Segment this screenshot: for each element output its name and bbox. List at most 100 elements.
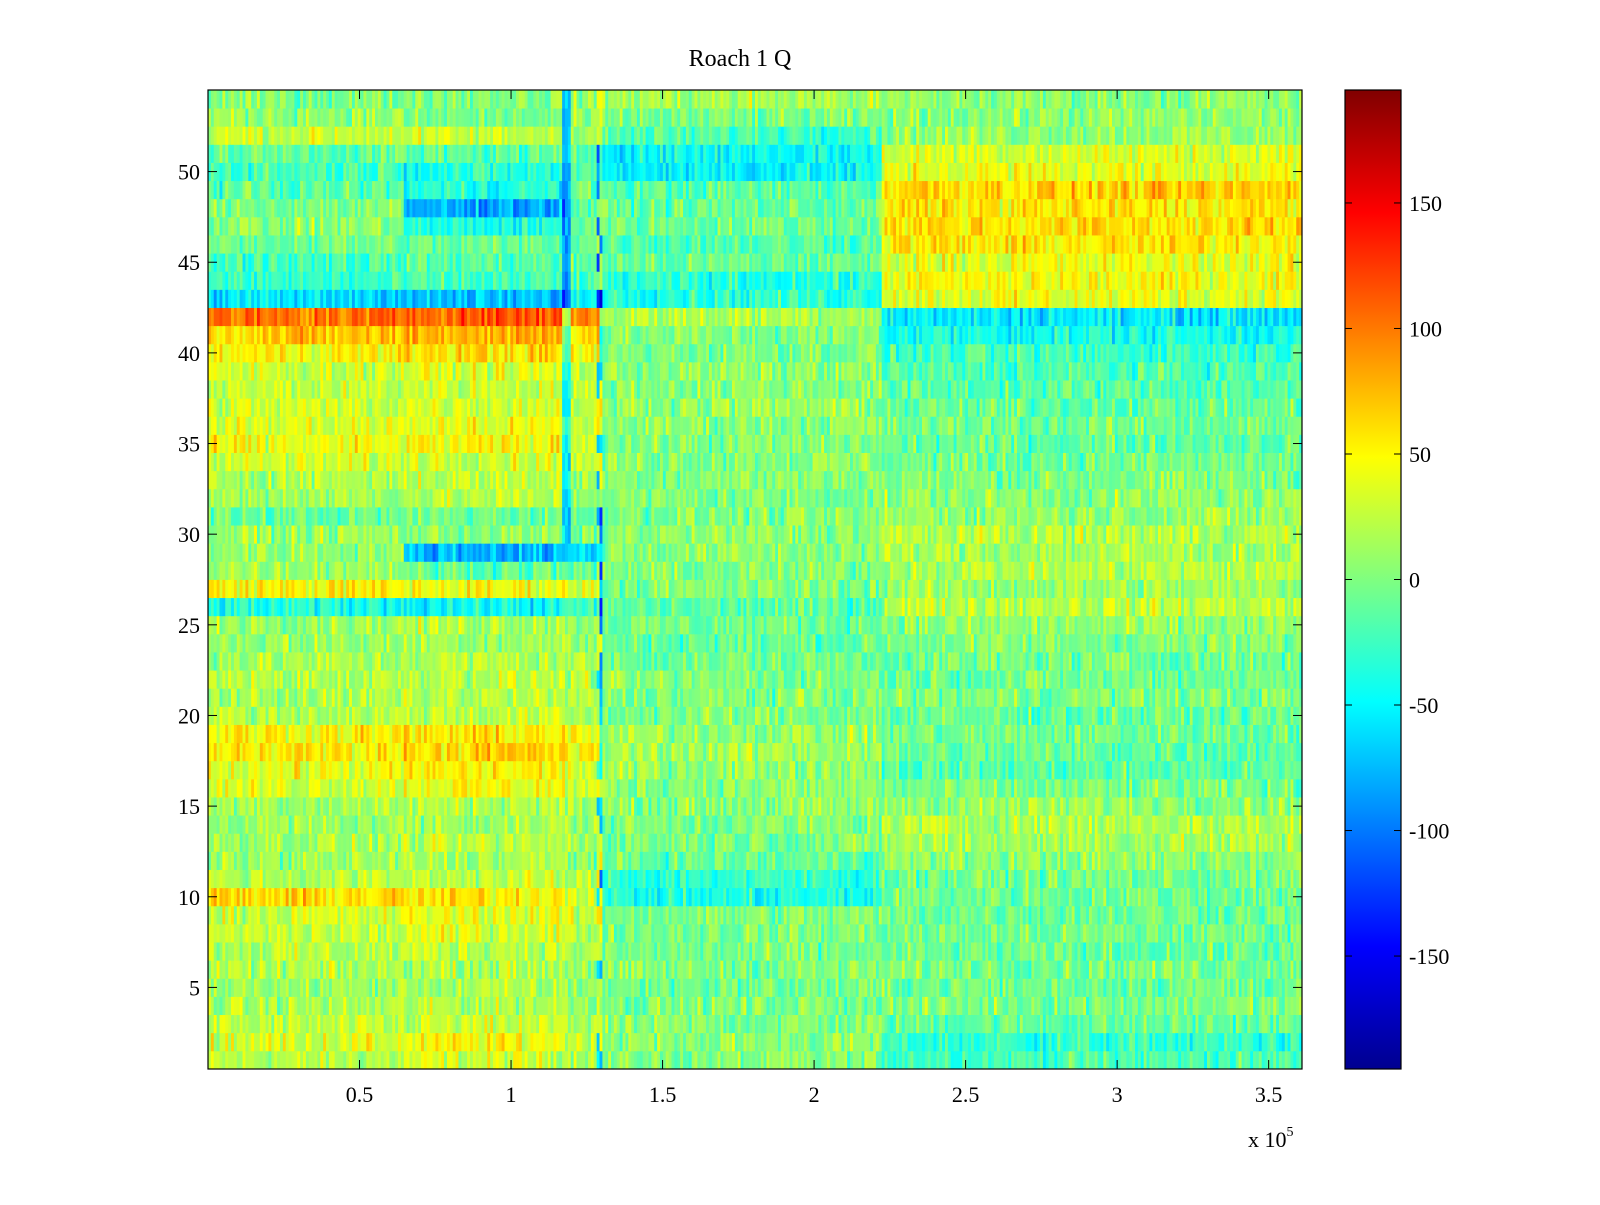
heatmap-cell <box>1282 851 1285 870</box>
heatmap-cell <box>729 906 732 925</box>
heatmap-cell <box>830 870 833 889</box>
heatmap-cell <box>913 906 916 925</box>
heatmap-cell <box>1267 978 1270 997</box>
heatmap-cell <box>424 851 427 870</box>
heatmap-cell <box>577 870 580 889</box>
heatmap-cell <box>677 996 680 1015</box>
heatmap-cell <box>355 960 358 979</box>
heatmap-cell <box>735 1033 738 1052</box>
heatmap-cell <box>410 1051 413 1070</box>
heatmap-cell <box>568 1033 571 1052</box>
heatmap-cell <box>683 906 686 925</box>
heatmap-cell <box>1072 1051 1075 1070</box>
heatmap-cell <box>715 888 718 907</box>
heatmap-cell <box>1213 1015 1216 1034</box>
heatmap-cell <box>1158 833 1161 852</box>
heatmap-cell <box>936 870 939 889</box>
heatmap-cell <box>1014 1051 1017 1070</box>
heatmap-cell <box>951 1051 954 1070</box>
heatmap-cell <box>1285 942 1288 961</box>
heatmap-cell <box>769 1033 772 1052</box>
heatmap-cell <box>470 996 473 1015</box>
heatmap-cell <box>651 851 654 870</box>
heatmap-cell <box>1060 833 1063 852</box>
heatmap-cell <box>1230 851 1233 870</box>
heatmap-cell <box>389 851 392 870</box>
heatmap-cell <box>715 996 718 1015</box>
heatmap-cell <box>1282 1015 1285 1034</box>
heatmap-cell <box>1265 1051 1268 1070</box>
heatmap-cell <box>1029 978 1032 997</box>
heatmap-cell <box>332 888 335 907</box>
heatmap-cell <box>1201 851 1204 870</box>
heatmap-cell <box>1147 906 1150 925</box>
heatmap-cell <box>464 906 467 925</box>
heatmap-cell <box>1219 833 1222 852</box>
heatmap-cell <box>821 1015 824 1034</box>
heatmap-cell <box>579 996 582 1015</box>
heatmap-cell <box>458 888 461 907</box>
heatmap-cell <box>574 978 577 997</box>
heatmap-cell <box>640 996 643 1015</box>
heatmap-cell <box>743 1051 746 1070</box>
heatmap-cell <box>1147 833 1150 852</box>
heatmap-cell <box>441 1033 444 1052</box>
heatmap-cell <box>222 1015 225 1034</box>
heatmap-cell <box>222 815 225 834</box>
heatmap-cell <box>355 942 358 961</box>
heatmap-cell <box>424 870 427 889</box>
heatmap-cell <box>450 833 453 852</box>
heatmap-cell <box>565 924 568 943</box>
heatmap-cell <box>625 833 628 852</box>
heatmap-cell <box>1040 960 1043 979</box>
heatmap-cell <box>922 906 925 925</box>
heatmap-cell <box>893 906 896 925</box>
heatmap-cell <box>798 978 801 997</box>
heatmap-cell <box>686 906 689 925</box>
heatmap-cell <box>729 942 732 961</box>
heatmap-cell <box>965 960 968 979</box>
heatmap-cell <box>1089 924 1092 943</box>
heatmap-cell <box>289 1015 292 1034</box>
heatmap-cell <box>801 906 804 925</box>
heatmap-cell <box>617 996 620 1015</box>
heatmap-cell <box>286 996 289 1015</box>
heatmap-cell <box>591 924 594 943</box>
heatmap-cell <box>870 870 873 889</box>
heatmap-cell <box>263 815 266 834</box>
heatmap-cell <box>430 978 433 997</box>
heatmap-cell <box>669 924 672 943</box>
heatmap-cell <box>280 942 283 961</box>
heatmap-cell <box>1279 942 1282 961</box>
heatmap-cell <box>625 906 628 925</box>
heatmap-cell <box>844 888 847 907</box>
heatmap-cell <box>372 833 375 852</box>
heatmap-cell <box>666 1015 669 1034</box>
heatmap-cell <box>579 906 582 925</box>
heatmap-cell <box>1193 906 1196 925</box>
heatmap-cell <box>306 870 309 889</box>
heatmap-cell <box>450 924 453 943</box>
heatmap-cell <box>1029 888 1032 907</box>
heatmap-cell <box>807 851 810 870</box>
heatmap-cell <box>545 833 548 852</box>
heatmap-cell <box>1075 851 1078 870</box>
heatmap-cell <box>628 996 631 1015</box>
heatmap-cell <box>646 906 649 925</box>
heatmap-cell <box>381 851 384 870</box>
heatmap-cell <box>1244 851 1247 870</box>
heatmap-cell <box>1000 996 1003 1015</box>
heatmap-cell <box>248 996 251 1015</box>
heatmap-cell <box>271 942 274 961</box>
heatmap-cell <box>951 942 954 961</box>
heatmap-cell <box>332 1033 335 1052</box>
heatmap-cell <box>490 1051 493 1070</box>
heatmap-cell <box>899 942 902 961</box>
heatmap-cell <box>372 1015 375 1034</box>
heatmap-cell <box>286 942 289 961</box>
heatmap-cell <box>1095 1033 1098 1052</box>
heatmap-cell <box>962 942 965 961</box>
heatmap-cell <box>392 1015 395 1034</box>
heatmap-cell <box>660 978 663 997</box>
heatmap-cell <box>430 1051 433 1070</box>
